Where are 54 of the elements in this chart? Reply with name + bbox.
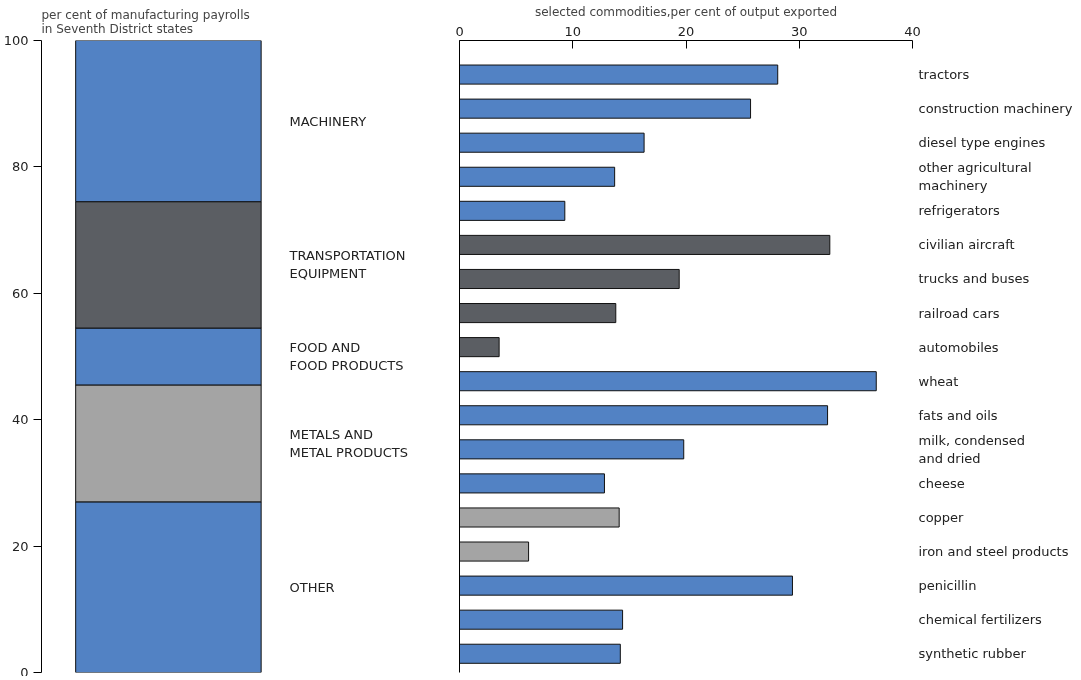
y-tick-label: milk, condensed and dried: [918, 432, 1026, 466]
bar: [459, 303, 617, 324]
x-tick-label: 10: [564, 23, 582, 39]
y-tick-label: fats and oils: [918, 407, 998, 423]
x-axis-title: selected commodities,per cent of output exported: [534, 4, 838, 19]
y-tick-label: 60: [11, 285, 29, 301]
y-tick-label: 80: [11, 159, 29, 175]
bar: [459, 507, 620, 528]
bar: [459, 64, 779, 85]
y-tick-label: tractors: [918, 67, 970, 83]
y-tick-label: 100: [3, 33, 29, 48]
y-tick-label: 40: [11, 412, 29, 428]
bar: [459, 575, 793, 596]
y-tick-label: automobiles: [918, 339, 999, 355]
y-tick-label: iron and steel products: [918, 544, 1069, 560]
bar: [459, 439, 685, 460]
bar: [459, 609, 624, 630]
bar: [459, 268, 680, 290]
bar: [459, 337, 500, 358]
text: MACHINERY: [289, 113, 367, 129]
y-tick-label: other agricultural machinery: [918, 160, 1032, 194]
bar: [459, 132, 645, 153]
text: TRANSPORTATION EQUIPMENT: [288, 248, 406, 282]
bar: [459, 234, 831, 255]
y-tick-label: cheese: [918, 475, 965, 491]
bar: [459, 405, 829, 426]
y-tick-label: penicillin: [918, 578, 977, 594]
y-tick-label: railroad cars: [918, 305, 1000, 321]
y-tick-label: copper: [918, 509, 965, 525]
x-tick-label: 0: [455, 23, 464, 39]
bar: [459, 541, 530, 562]
bar: [459, 643, 621, 664]
x-tick-label: 40: [904, 23, 921, 39]
x-tick-label: 30: [790, 23, 808, 39]
text: FOOD AND FOOD PRODUCTS: [289, 340, 404, 373]
bar: [459, 98, 752, 119]
y-tick-label: civilian aircraft: [918, 237, 1015, 253]
y-tick-label: wheat: [918, 373, 959, 389]
y-tick-label: diesel type engines: [918, 135, 1046, 151]
y-tick-label: trucks and buses: [918, 271, 1030, 287]
text: METALS AND METAL PRODUCTS: [289, 426, 408, 460]
bar: [459, 371, 877, 392]
x-tick-label: 20: [677, 23, 695, 39]
y-tick-label: 0: [20, 664, 29, 680]
y-tick-label: chemical fertilizers: [918, 612, 1043, 628]
bar: [459, 200, 566, 221]
text: OTHER: [289, 579, 335, 595]
bar: [459, 473, 605, 494]
y-tick-label: 20: [11, 538, 29, 554]
y-axis-title: per cent of manufacturing payrolls in Seventh District states: [41, 7, 250, 36]
y-tick-label: construction machinery: [918, 101, 1073, 117]
bar: [459, 166, 616, 187]
y-tick-label: refrigerators: [918, 203, 1001, 219]
y-tick-label: synthetic rubber: [918, 646, 1027, 662]
